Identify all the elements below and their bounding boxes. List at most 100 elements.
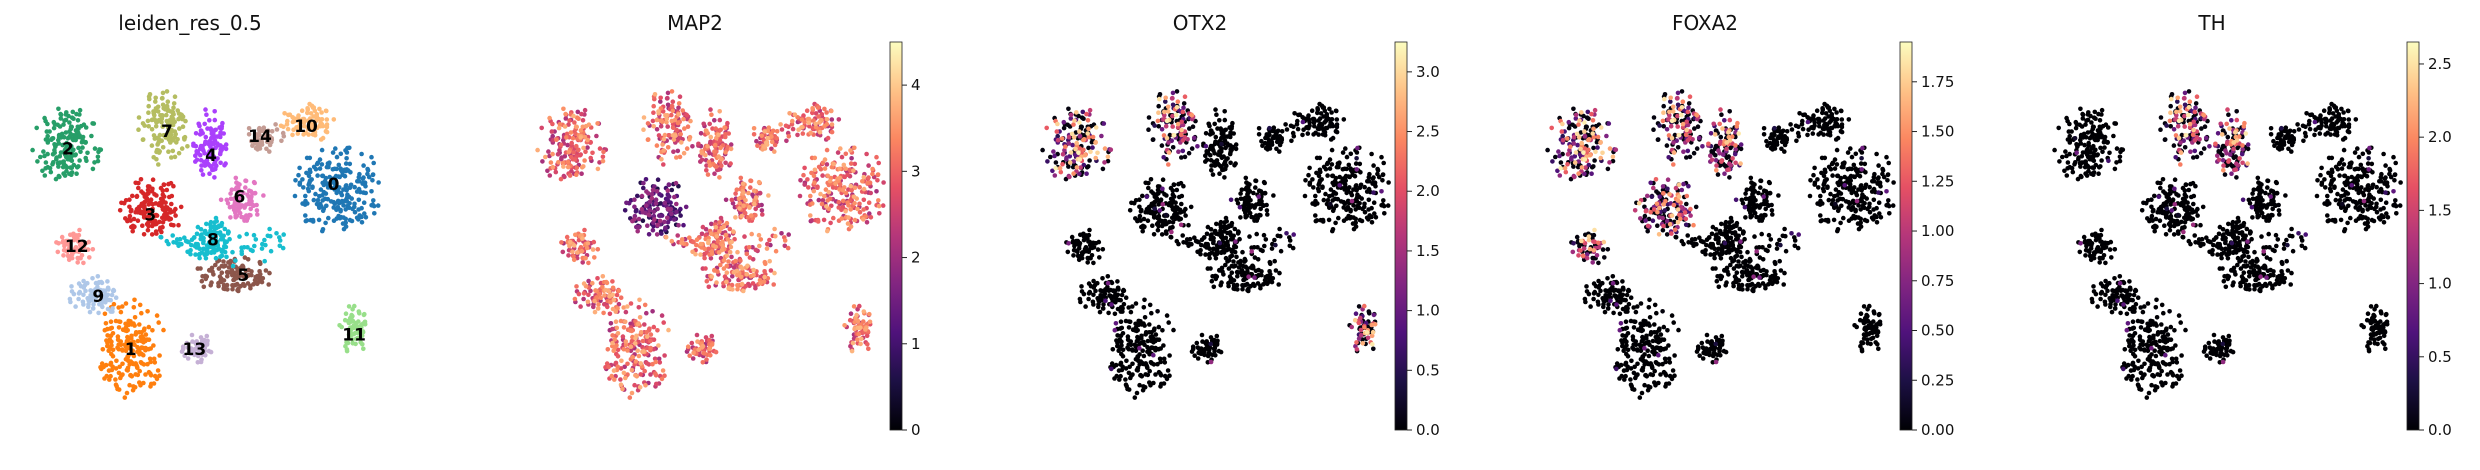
cluster-point <box>337 174 343 180</box>
expression-point <box>1311 185 1316 190</box>
expression-point <box>1233 244 1239 250</box>
cluster-point <box>258 271 263 277</box>
expression-point <box>1334 164 1340 170</box>
cluster-point <box>84 158 89 164</box>
expression-point <box>1078 299 1083 305</box>
expression-point <box>661 148 666 153</box>
expression-point <box>1274 146 1279 152</box>
expression-point <box>696 141 701 147</box>
expression-point <box>642 368 647 374</box>
expression-point <box>874 154 879 160</box>
expression-point <box>709 251 715 257</box>
expression-point <box>654 117 660 123</box>
cluster-point <box>169 114 175 120</box>
expression-point <box>651 209 657 214</box>
expression-point <box>718 262 723 268</box>
cluster-point <box>69 115 75 120</box>
cluster-point <box>318 137 324 142</box>
cluster-point <box>165 99 171 104</box>
expression-point <box>672 194 677 200</box>
cluster-point <box>149 223 155 229</box>
expression-point <box>1214 274 1220 279</box>
cluster-point <box>106 368 112 373</box>
expression-point <box>582 227 587 233</box>
cluster-point <box>370 202 376 207</box>
expression-point <box>1256 132 1262 137</box>
expression-point <box>1090 299 1096 305</box>
cluster-point <box>78 149 83 155</box>
cluster-point <box>56 106 61 112</box>
expression-point <box>1085 260 1090 265</box>
expression-point <box>656 343 661 348</box>
cluster-point <box>207 163 213 168</box>
expression-point <box>610 340 615 346</box>
expression-point <box>622 319 628 325</box>
expression-point <box>1348 151 1354 157</box>
expression-point <box>1203 252 1208 257</box>
expression-point <box>1238 191 1243 196</box>
expression-point <box>597 146 603 151</box>
cluster-point <box>242 275 247 280</box>
expression-point <box>591 304 596 310</box>
expression-point <box>632 341 638 346</box>
cluster-point <box>154 213 160 218</box>
expression-point <box>1354 150 1360 155</box>
cluster-point <box>200 172 206 177</box>
cluster-point <box>147 92 153 97</box>
expression-point <box>1176 241 1181 247</box>
expression-point <box>681 116 686 122</box>
expression-point <box>547 115 552 121</box>
expression-point <box>681 222 686 228</box>
expression-point <box>1322 132 1328 138</box>
expression-point <box>652 217 657 222</box>
expression-point <box>1214 333 1220 339</box>
expression-point <box>1252 283 1257 289</box>
expression-point <box>722 125 727 130</box>
cluster-point <box>174 237 180 242</box>
expression-point <box>1307 182 1312 187</box>
expression-point <box>1100 247 1106 252</box>
cluster-point <box>83 288 88 294</box>
expression-point <box>610 279 615 284</box>
expression-point <box>847 317 853 323</box>
expression-point <box>615 331 621 336</box>
expression-point <box>700 343 706 349</box>
cluster-point <box>78 283 84 289</box>
expression-point <box>1048 154 1053 160</box>
expression-point <box>661 320 666 325</box>
cluster-point <box>251 203 256 208</box>
expression-point <box>1318 125 1324 131</box>
expression-point <box>1222 109 1227 114</box>
expression-point <box>689 340 695 346</box>
cluster-point <box>111 287 116 293</box>
expression-point <box>861 174 867 180</box>
expression-point <box>1115 306 1121 312</box>
expression-point <box>868 190 873 196</box>
expression-point <box>590 280 595 286</box>
expression-point <box>1152 326 1157 332</box>
expression-point <box>1358 182 1364 188</box>
cluster-point <box>164 103 170 109</box>
expression-point <box>600 154 606 160</box>
cluster-point <box>133 180 138 186</box>
expression-point <box>1227 230 1233 235</box>
cluster-point <box>262 258 268 264</box>
expression-point <box>654 189 660 194</box>
expression-point <box>637 315 643 320</box>
expression-point <box>1352 173 1358 179</box>
expression-point <box>1309 108 1315 113</box>
expression-point <box>1167 373 1172 379</box>
cluster-point <box>175 108 180 113</box>
cluster-point <box>320 173 325 179</box>
cluster-point <box>179 146 185 151</box>
expression-point <box>651 103 656 109</box>
cluster-point <box>120 372 125 377</box>
expression-point <box>735 286 740 292</box>
cluster-point <box>161 206 166 211</box>
cluster-point <box>123 301 129 306</box>
expression-point <box>1244 281 1250 287</box>
expression-point <box>1236 229 1241 235</box>
expression-point <box>713 126 718 131</box>
expression-point <box>786 134 792 139</box>
umap-points-leiden <box>30 89 381 400</box>
